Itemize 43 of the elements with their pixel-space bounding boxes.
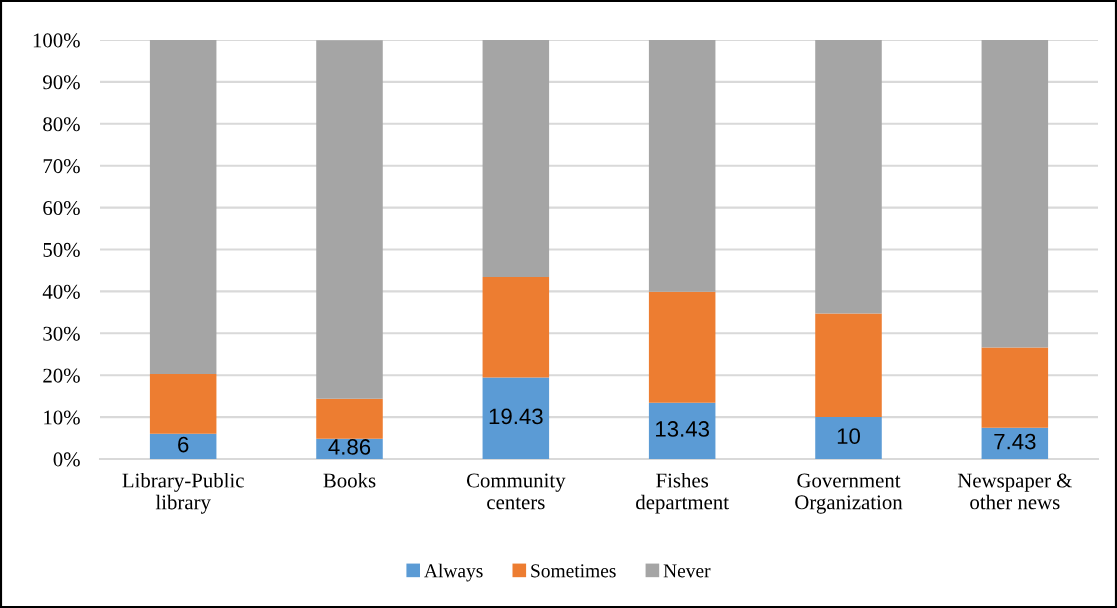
bar xyxy=(316,40,383,399)
x-tick-label: Library-Public library xyxy=(122,472,244,514)
bar xyxy=(648,402,716,459)
data-label: 19.43 xyxy=(489,408,543,425)
x-tick-label: Newspaper & other news xyxy=(957,473,1073,510)
y-tick-label: 0% xyxy=(53,452,80,467)
bar xyxy=(981,40,1049,348)
y-tick-label: 40% xyxy=(42,284,80,299)
bar xyxy=(316,398,383,439)
data-label: 7.43 xyxy=(994,433,1036,450)
bar xyxy=(149,40,217,374)
y-tick-label: 30% xyxy=(43,326,80,341)
bar xyxy=(815,417,882,459)
bar xyxy=(149,373,217,434)
bar xyxy=(648,40,716,292)
bar xyxy=(648,291,716,403)
bar xyxy=(815,40,882,314)
y-tick-label: 90% xyxy=(43,75,80,90)
legend-label: Never xyxy=(663,564,711,578)
bar xyxy=(482,40,550,278)
x-tick-label: Fishes department xyxy=(636,472,729,514)
bar xyxy=(981,347,1049,428)
bar xyxy=(981,427,1049,459)
bar xyxy=(482,377,550,459)
bar xyxy=(815,313,882,418)
bar xyxy=(149,433,217,459)
y-tick-label: 20% xyxy=(43,368,80,383)
data-label: 10 xyxy=(837,428,860,445)
y-tick-label: 10% xyxy=(44,410,80,425)
y-tick-label: 50% xyxy=(43,242,80,257)
x-tick-label: Government Organization xyxy=(795,473,903,514)
y-tick-label: 60% xyxy=(43,200,80,216)
bar xyxy=(482,277,550,378)
legend-label: Always xyxy=(424,563,483,582)
y-tick-label: 100% xyxy=(33,33,80,48)
x-tick-label: Books xyxy=(323,472,376,488)
data-label: 6 xyxy=(178,436,189,453)
data-label: 4.86 xyxy=(328,439,371,455)
y-tick-label: 70% xyxy=(43,159,80,174)
legend-label: Sometimes xyxy=(531,564,616,578)
y-tick-label: 80% xyxy=(43,117,80,132)
x-tick-label: Community centers xyxy=(466,473,566,510)
data-label: 13.43 xyxy=(656,421,709,437)
